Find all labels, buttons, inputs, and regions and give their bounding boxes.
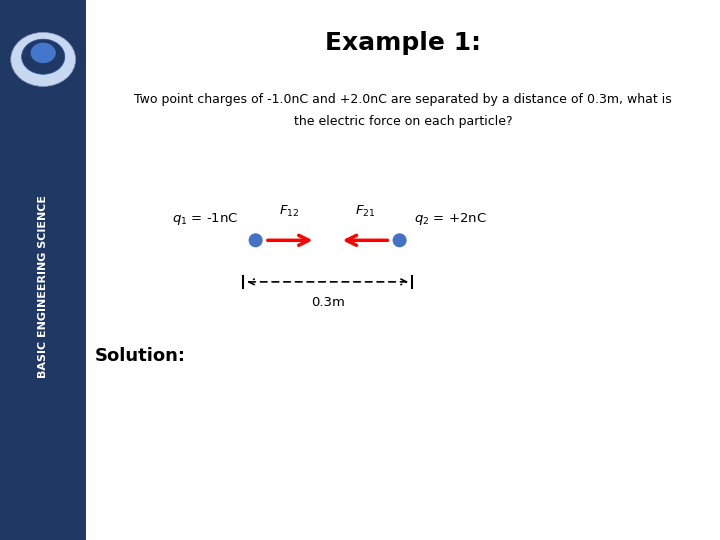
Ellipse shape xyxy=(248,233,263,247)
Ellipse shape xyxy=(22,39,65,74)
Text: the electric force on each particle?: the electric force on each particle? xyxy=(294,115,513,128)
Text: $F_{12}$: $F_{12}$ xyxy=(279,204,300,219)
Text: $q_1$ = -1nC: $q_1$ = -1nC xyxy=(172,211,238,227)
Text: $F_{21}$: $F_{21}$ xyxy=(356,204,376,219)
Text: BASIC ENGINEERING SCIENCE: BASIC ENGINEERING SCIENCE xyxy=(38,195,48,377)
Ellipse shape xyxy=(11,32,76,86)
Ellipse shape xyxy=(392,233,407,247)
Text: Example 1:: Example 1: xyxy=(325,31,481,55)
Text: 0.3m: 0.3m xyxy=(310,296,345,309)
FancyBboxPatch shape xyxy=(0,0,86,540)
Ellipse shape xyxy=(30,43,56,63)
Text: UⁿⁱMAP: UⁿⁱMAP xyxy=(24,90,55,99)
Text: Solution:: Solution: xyxy=(95,347,186,366)
Text: $q_2$ = +2nC: $q_2$ = +2nC xyxy=(414,211,486,227)
Text: Two point charges of -1.0nC and +2.0nC are separated by a distance of 0.3m, what: Two point charges of -1.0nC and +2.0nC a… xyxy=(135,93,672,106)
